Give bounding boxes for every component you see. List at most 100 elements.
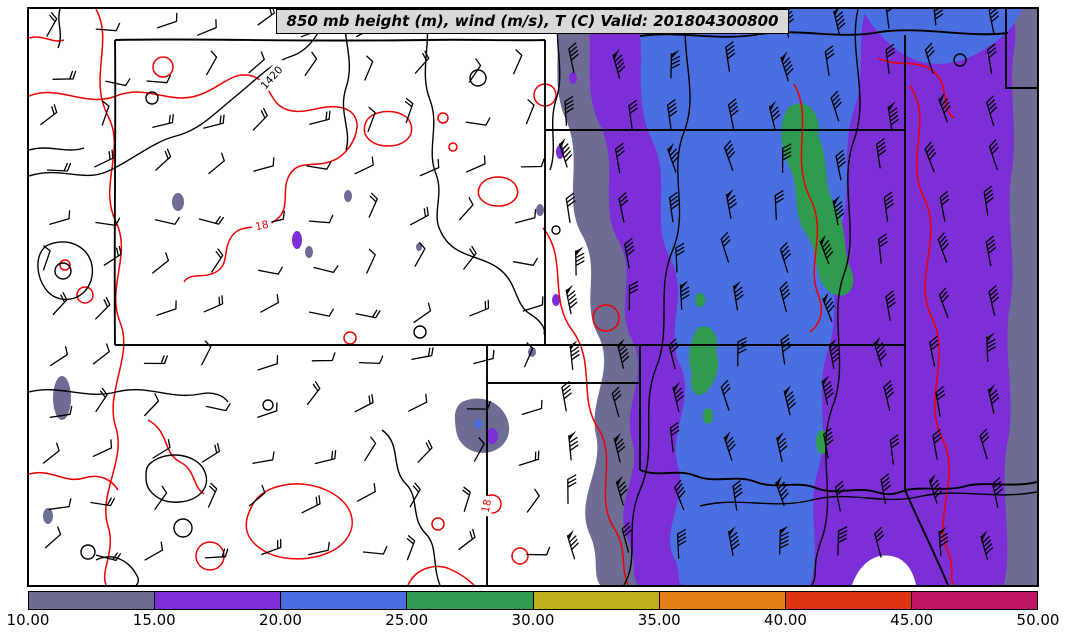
wind-barb	[90, 497, 116, 507]
wind-barb	[666, 99, 678, 130]
temp-contour-label-group-2: 18	[478, 494, 495, 518]
wind-barb	[367, 106, 376, 132]
wind-speed-shading-shape	[305, 246, 313, 258]
wind-barb	[873, 342, 887, 367]
wind-barb	[46, 12, 58, 37]
temperature-contours-shape	[29, 472, 119, 491]
wind-barb	[613, 438, 626, 463]
colorbar-segment-2	[281, 592, 408, 609]
colorbar-segment-5	[659, 592, 786, 609]
wind-barb	[252, 107, 268, 131]
wind-barb	[49, 210, 71, 225]
state-borders-shape	[113, 39, 117, 346]
wind-barb	[720, 379, 731, 411]
wind-speed-shading-shape	[556, 145, 564, 159]
wind-barb	[203, 295, 224, 313]
wind-barb	[308, 214, 334, 224]
wind-barb	[95, 296, 111, 320]
wind-speed-shading-shape	[416, 243, 422, 251]
wind-barb-pennant	[776, 432, 784, 443]
wind-barb	[307, 541, 330, 556]
height-contours-shape	[145, 454, 208, 503]
wind-barb	[197, 18, 217, 36]
height-contours-shape	[262, 399, 274, 411]
wind-speed-shading	[43, 9, 1037, 585]
wind-barb	[201, 340, 212, 366]
height-contours-shape	[413, 325, 427, 339]
state-borders-shape	[639, 29, 1009, 38]
wind-barb-pennant	[938, 92, 945, 104]
wind-barb	[924, 141, 936, 173]
temperature-contours-shape	[477, 176, 519, 207]
wind-barb	[774, 190, 784, 221]
height-contours-shape	[549, 9, 561, 171]
wind-barb	[518, 450, 540, 466]
wind-barb	[410, 206, 429, 226]
wind-barb	[311, 352, 336, 362]
wind-barb	[992, 477, 1003, 508]
temperature-contours-shape	[407, 565, 475, 585]
wind-barb-pennant	[784, 385, 791, 397]
wind-barb	[520, 158, 545, 168]
wind-barb	[880, 473, 891, 505]
wind-barb	[985, 235, 997, 267]
wind-barb	[723, 436, 736, 461]
height-contours-shape	[623, 9, 691, 585]
wind-barb	[257, 402, 278, 418]
height-contours-shape	[80, 544, 96, 560]
temperature-contours-shape	[542, 227, 629, 585]
wind-barb	[833, 10, 846, 36]
wind-barb	[986, 95, 998, 127]
colorbar-tick-label-3: 25.00	[385, 611, 429, 629]
wind-barb-pennant	[680, 280, 689, 290]
wind-speed-shading-shape	[43, 508, 53, 524]
height-contours-shape	[145, 91, 159, 105]
wind-barb	[253, 157, 275, 172]
wind-barb-pennant	[939, 526, 947, 537]
state-borders	[113, 9, 1037, 585]
wind-barb	[198, 216, 224, 225]
height-contours-shape	[29, 9, 331, 177]
wind-barb-pennant	[673, 381, 680, 393]
colorbar-segment-7	[911, 592, 1037, 609]
wind-barb	[408, 393, 428, 412]
wind-speed-shading-shape	[292, 231, 302, 249]
wind-barb	[672, 387, 684, 412]
wind-barb	[568, 42, 579, 74]
wind-barb	[828, 343, 841, 369]
height-contours-shape	[29, 147, 85, 151]
wind-barb	[621, 522, 632, 553]
wind-speed-shading-shape	[172, 193, 184, 211]
wind-barb-pennant	[833, 195, 841, 206]
wind-barb-pennant	[613, 48, 620, 60]
wind-barb	[823, 427, 834, 459]
plot-frame	[27, 7, 1039, 587]
wind-barb-pennant	[726, 189, 734, 200]
wind-barb	[152, 114, 174, 128]
wind-barb-pennant	[614, 432, 621, 444]
wind-barb	[938, 287, 949, 319]
wind-barb	[404, 97, 414, 124]
colorbar-tick-label-4: 30.00	[511, 611, 555, 629]
wind-barb	[512, 257, 538, 266]
colorbar-tick-label-5: 35.00	[637, 611, 681, 629]
wind-barb-pennant	[988, 383, 996, 395]
colorbar-segment-6	[785, 592, 912, 609]
wind-barb	[676, 528, 687, 559]
wind-barb	[821, 380, 834, 406]
wind-barb-pennant	[667, 142, 674, 154]
wind-barb	[567, 474, 577, 505]
wind-barb	[979, 428, 990, 460]
height-contours-shape	[381, 429, 441, 585]
wind-barb	[720, 232, 731, 263]
colorbar-segment-1	[155, 592, 282, 609]
wind-barb	[618, 192, 629, 223]
wind-barb	[206, 50, 218, 76]
wind-barb	[565, 289, 578, 315]
wind-barb	[308, 308, 334, 317]
wind-barb	[837, 526, 848, 556]
wind-barb	[204, 548, 229, 559]
wind-barb	[614, 142, 625, 174]
temperature-contours-shape	[147, 419, 205, 495]
